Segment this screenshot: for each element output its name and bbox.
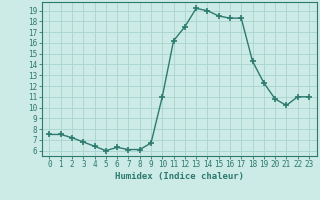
X-axis label: Humidex (Indice chaleur): Humidex (Indice chaleur) [115,172,244,181]
